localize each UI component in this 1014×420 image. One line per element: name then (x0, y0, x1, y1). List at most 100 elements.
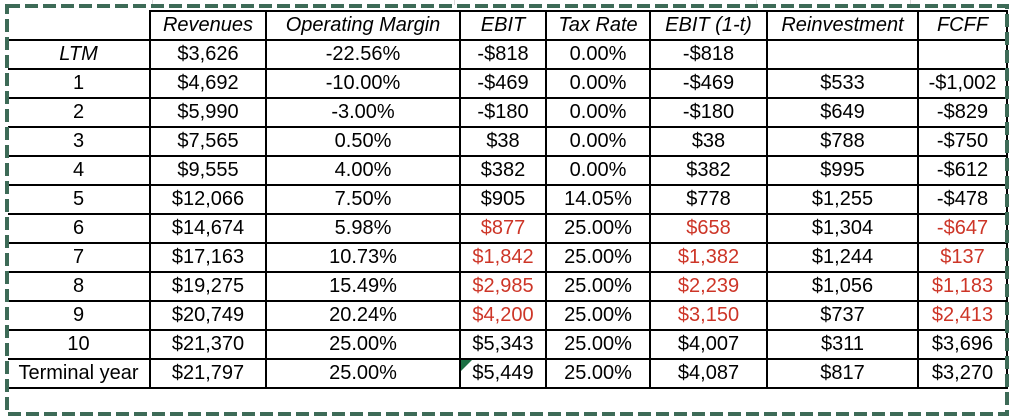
row-label-cell[interactable]: 4 (8, 155, 151, 186)
cell-tax-rate[interactable]: 0.00% (545, 126, 651, 157)
row-label-cell[interactable]: 10 (8, 329, 151, 360)
header-operating-margin[interactable]: Operating Margin (265, 10, 461, 41)
row-label-cell[interactable]: Terminal year (8, 358, 151, 389)
header-tax-rate[interactable]: Tax Rate (545, 10, 651, 41)
cell-ebit[interactable]: -$469 (459, 68, 547, 99)
cell-reinvestment[interactable]: $311 (766, 329, 919, 360)
header-reinvestment[interactable]: Reinvestment (766, 10, 919, 41)
cell-ebit-1t[interactable]: -$180 (649, 97, 768, 128)
cell-fcff[interactable]: -$612 (917, 155, 1008, 186)
cell-ebit[interactable]: $4,200 (459, 300, 547, 331)
cell-ebit[interactable]: $5,449 (459, 358, 547, 389)
cell-revenues[interactable]: $9,555 (149, 155, 267, 186)
row-label-cell[interactable]: 2 (8, 97, 151, 128)
cell-fcff[interactable]: -$647 (917, 213, 1008, 244)
row-label-cell[interactable]: 9 (8, 300, 151, 331)
row-label-cell[interactable]: LTM (8, 39, 151, 70)
cell-operating-margin[interactable]: 7.50% (265, 184, 461, 215)
cell-revenues[interactable]: $5,990 (149, 97, 267, 128)
row-label-cell[interactable]: 6 (8, 213, 151, 244)
cell-operating-margin[interactable]: 15.49% (265, 271, 461, 302)
cell-ebit[interactable]: $5,343 (459, 329, 547, 360)
cell-revenues[interactable]: $12,066 (149, 184, 267, 215)
cell-reinvestment[interactable]: $737 (766, 300, 919, 331)
cell-ebit[interactable]: -$818 (459, 39, 547, 70)
cell-reinvestment[interactable]: $817 (766, 358, 919, 389)
cell-reinvestment[interactable]: $1,056 (766, 271, 919, 302)
cell-ebit-1t[interactable]: $4,007 (649, 329, 768, 360)
cell-reinvestment[interactable]: $533 (766, 68, 919, 99)
cell-ebit[interactable]: $382 (459, 155, 547, 186)
cell-ebit-1t[interactable]: $382 (649, 155, 768, 186)
header-fcff[interactable]: FCFF (917, 10, 1008, 41)
cell-operating-margin[interactable]: 0.50% (265, 126, 461, 157)
cell-tax-rate[interactable]: 25.00% (545, 213, 651, 244)
cell-ebit[interactable]: -$180 (459, 97, 547, 128)
cell-operating-margin[interactable]: -10.00% (265, 68, 461, 99)
cell-revenues[interactable]: $7,565 (149, 126, 267, 157)
cell-ebit-1t[interactable]: $38 (649, 126, 768, 157)
corner-cell[interactable] (8, 11, 151, 41)
cell-ebit[interactable]: $1,842 (459, 242, 547, 273)
cell-revenues[interactable]: $17,163 (149, 242, 267, 273)
cell-revenues[interactable]: $19,275 (149, 271, 267, 302)
cell-reinvestment[interactable]: $649 (766, 97, 919, 128)
row-label-cell[interactable]: 7 (8, 242, 151, 273)
cell-tax-rate[interactable]: 0.00% (545, 68, 651, 99)
cell-fcff[interactable] (917, 39, 1008, 70)
cell-tax-rate[interactable]: 25.00% (545, 329, 651, 360)
cell-fcff[interactable]: -$1,002 (917, 68, 1008, 99)
cell-operating-margin[interactable]: 5.98% (265, 213, 461, 244)
cell-ebit-1t[interactable]: -$469 (649, 68, 768, 99)
header-ebit-1t[interactable]: EBIT (1-t) (649, 10, 768, 41)
cell-reinvestment[interactable]: $1,255 (766, 184, 919, 215)
cell-revenues[interactable]: $4,692 (149, 68, 267, 99)
cell-reinvestment[interactable]: $788 (766, 126, 919, 157)
cell-operating-margin[interactable]: 25.00% (265, 329, 461, 360)
row-label-cell[interactable]: 1 (8, 68, 151, 99)
header-revenues[interactable]: Revenues (149, 10, 267, 41)
header-ebit[interactable]: EBIT (459, 10, 547, 41)
row-label-cell[interactable]: 8 (8, 271, 151, 302)
cell-ebit[interactable]: $38 (459, 126, 547, 157)
cell-ebit-1t[interactable]: $2,239 (649, 271, 768, 302)
cell-ebit[interactable]: $2,985 (459, 271, 547, 302)
cell-tax-rate[interactable]: 25.00% (545, 300, 651, 331)
cell-operating-margin[interactable]: 20.24% (265, 300, 461, 331)
cell-fcff[interactable]: -$829 (917, 97, 1008, 128)
cell-reinvestment[interactable]: $1,304 (766, 213, 919, 244)
cell-operating-margin[interactable]: 4.00% (265, 155, 461, 186)
cell-operating-margin[interactable]: -22.56% (265, 39, 461, 70)
cell-revenues[interactable]: $20,749 (149, 300, 267, 331)
row-label-cell[interactable]: 5 (8, 184, 151, 215)
cell-fcff[interactable]: $2,413 (917, 300, 1008, 331)
cell-ebit-1t[interactable]: $658 (649, 213, 768, 244)
cell-tax-rate[interactable]: 0.00% (545, 155, 651, 186)
cell-revenues[interactable]: $3,626 (149, 39, 267, 70)
cell-ebit-1t[interactable]: $1,382 (649, 242, 768, 273)
cell-fcff[interactable]: $3,270 (917, 358, 1008, 389)
cell-ebit-1t[interactable]: $778 (649, 184, 768, 215)
cell-ebit-1t[interactable]: $4,087 (649, 358, 768, 389)
cell-tax-rate[interactable]: 14.05% (545, 184, 651, 215)
cell-revenues[interactable]: $21,370 (149, 329, 267, 360)
cell-ebit[interactable]: $877 (459, 213, 547, 244)
cell-tax-rate[interactable]: 0.00% (545, 39, 651, 70)
cell-ebit-1t[interactable]: $3,150 (649, 300, 768, 331)
cell-reinvestment[interactable]: $995 (766, 155, 919, 186)
cell-operating-margin[interactable]: 25.00% (265, 358, 461, 389)
cell-revenues[interactable]: $21,797 (149, 358, 267, 389)
cell-tax-rate[interactable]: 25.00% (545, 358, 651, 389)
cell-operating-margin[interactable]: -3.00% (265, 97, 461, 128)
cell-ebit-1t[interactable]: -$818 (649, 39, 768, 70)
cell-tax-rate[interactable]: 25.00% (545, 242, 651, 273)
cell-fcff[interactable]: -$478 (917, 184, 1008, 215)
cell-tax-rate[interactable]: 25.00% (545, 271, 651, 302)
cell-fcff[interactable]: $1,183 (917, 271, 1008, 302)
cell-fcff[interactable]: -$750 (917, 126, 1008, 157)
cell-reinvestment[interactable]: $1,244 (766, 242, 919, 273)
cell-revenues[interactable]: $14,674 (149, 213, 267, 244)
row-label-cell[interactable]: 3 (8, 126, 151, 157)
cell-operating-margin[interactable]: 10.73% (265, 242, 461, 273)
cell-fcff[interactable]: $137 (917, 242, 1008, 273)
